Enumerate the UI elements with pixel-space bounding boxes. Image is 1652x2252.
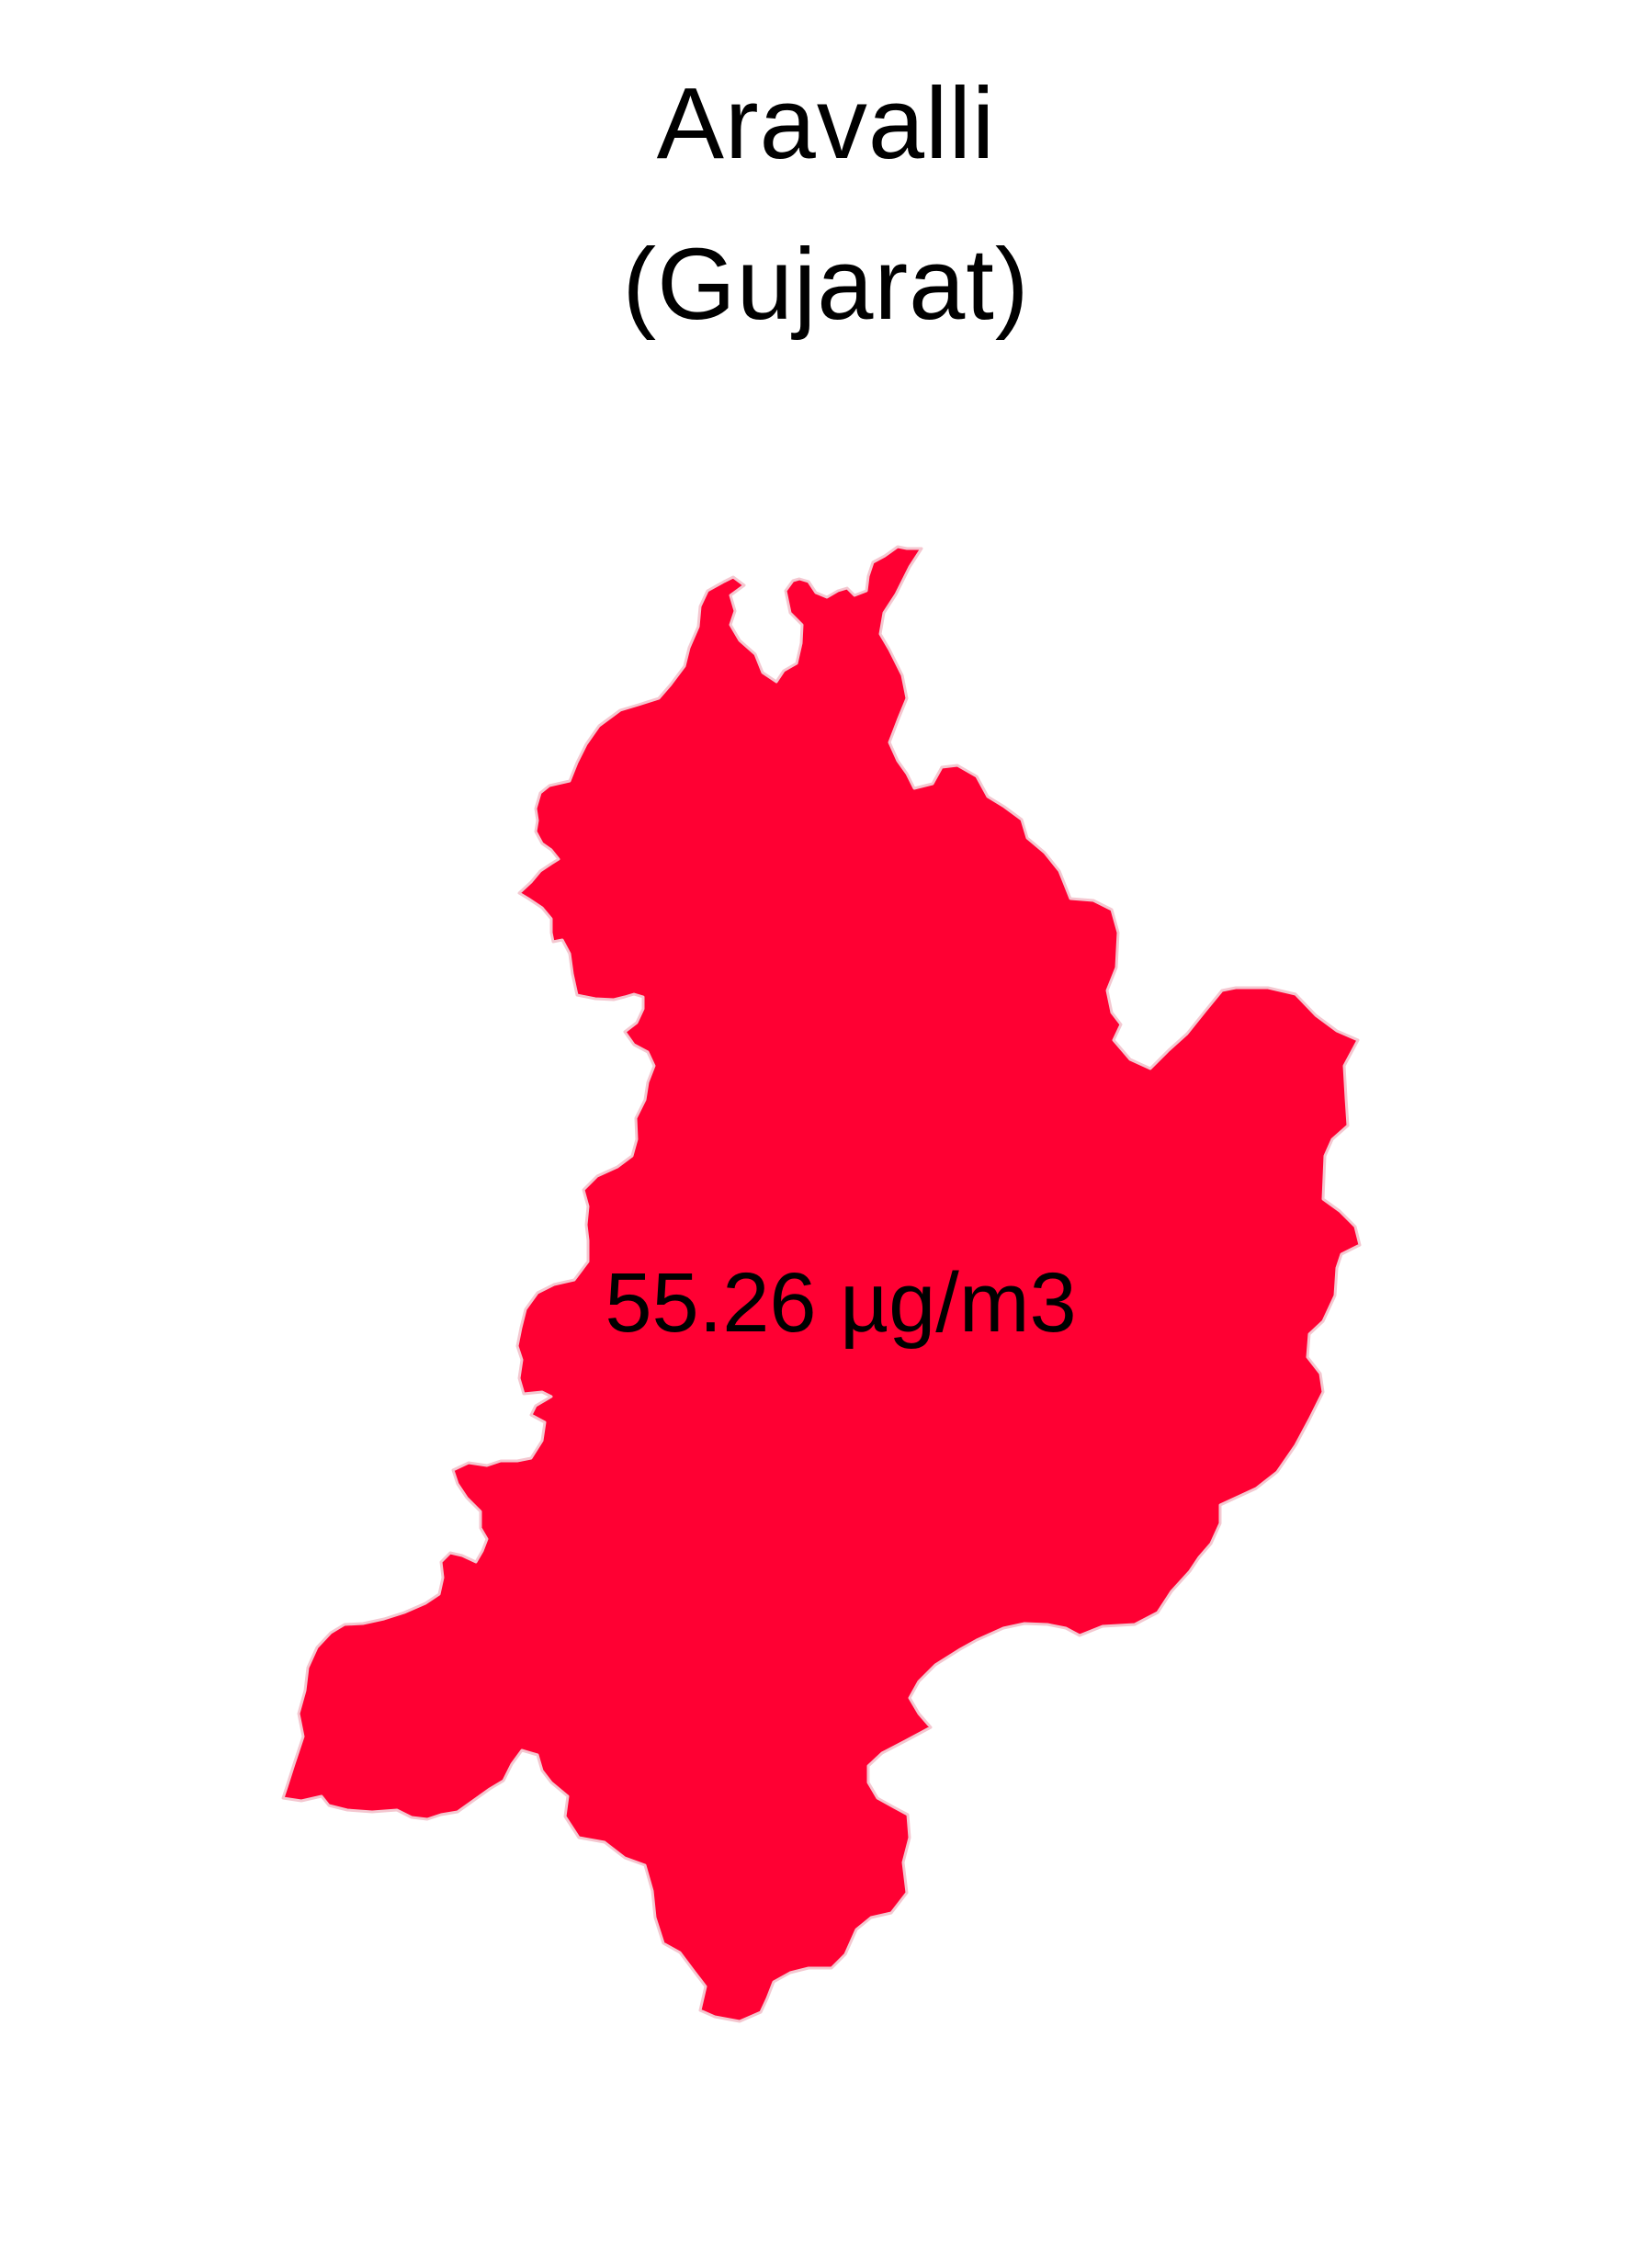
pollution-value-label: 55.26 µg/m3 [605, 1256, 1077, 1350]
map-title: Aravalli [656, 67, 996, 180]
district-shape-aravalli [281, 545, 1362, 2023]
map-subtitle: (Gujarat) [622, 228, 1030, 341]
